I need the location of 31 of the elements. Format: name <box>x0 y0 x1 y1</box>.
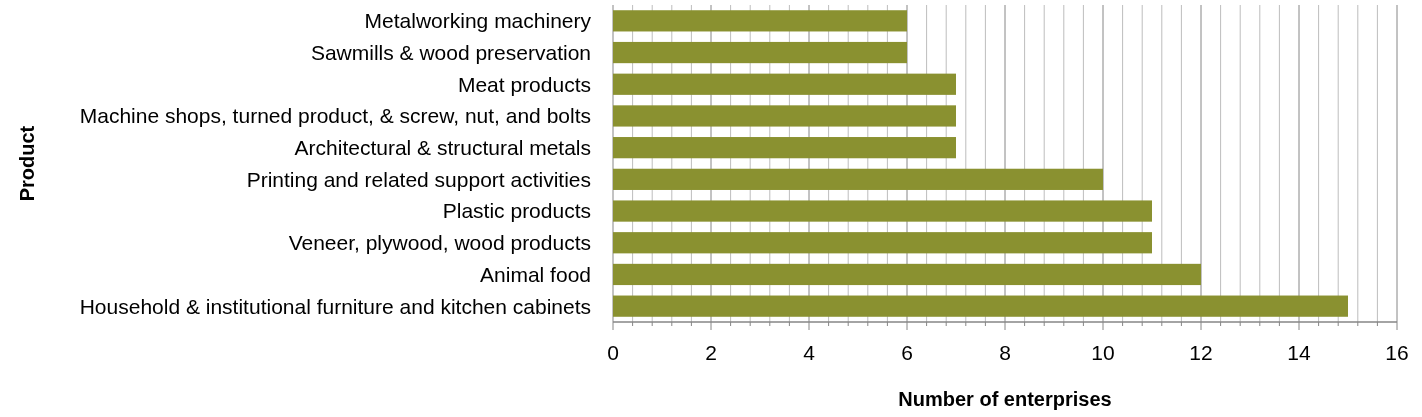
bar <box>613 295 1348 317</box>
bar <box>613 10 907 32</box>
y-tick-label: Veneer, plywood, wood products <box>288 231 591 255</box>
x-tick-label: 12 <box>1189 341 1213 364</box>
bar <box>613 73 956 95</box>
x-tick-label: 6 <box>901 341 913 364</box>
y-tick-label: Sawmills & wood preservation <box>310 40 591 64</box>
bar <box>613 200 1152 222</box>
y-tick-label: Meat products <box>457 72 591 96</box>
y-tick-label: Architectural & structural metals <box>294 136 591 159</box>
bar <box>613 232 1152 254</box>
x-tick-label: 10 <box>1091 341 1115 364</box>
bar <box>613 41 907 64</box>
bar <box>613 263 1201 286</box>
y-tick-label: Machine shops, turned product, & screw, nut, and bolts <box>79 104 591 128</box>
bar <box>613 168 1103 190</box>
bar <box>613 137 956 159</box>
x-tick-label: 8 <box>999 341 1011 364</box>
x-tick-label: 4 <box>803 341 816 364</box>
x-tick-label: 0 <box>607 341 619 364</box>
y-tick-label: Household & institutional furniture and kitchen cabinets <box>79 294 591 318</box>
x-tick-label: 2 <box>705 341 717 364</box>
y-tick-label: Printing and related support activities <box>246 167 591 191</box>
y-tick-label: Plastic products <box>442 199 591 223</box>
x-tick-label: 14 <box>1287 341 1311 364</box>
x-tick-label: 16 <box>1385 341 1409 364</box>
bar <box>613 105 956 127</box>
y-axis-title: Product <box>16 125 38 202</box>
x-axis-title: Number of enterprises <box>898 388 1112 410</box>
y-tick-label: Animal food <box>480 262 591 286</box>
y-tick-label: Metalworking machinery <box>364 9 592 33</box>
